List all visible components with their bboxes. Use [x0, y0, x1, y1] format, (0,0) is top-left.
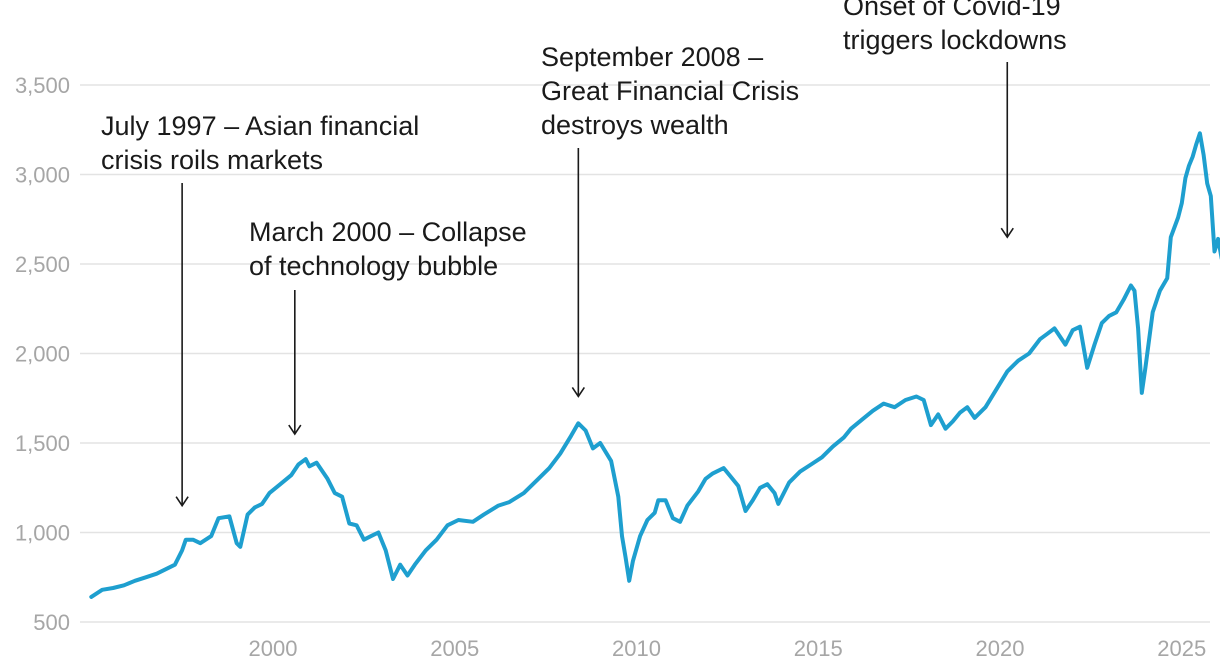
annotation-arrowhead [175, 496, 189, 508]
y-tick-label: 3,000 [15, 163, 70, 188]
series-line [89, 131, 1220, 599]
x-tick-label: 2025 [1157, 636, 1206, 661]
y-tick-label: 1,500 [15, 431, 70, 456]
y-tick-label: 1,000 [15, 521, 70, 546]
annotation-arrowhead [571, 387, 586, 398]
annotation-text: of technology bubble [249, 251, 498, 281]
annotation: July 1997 – Asian financial crisis roils … [101, 111, 419, 508]
y-tick-label: 2,000 [15, 342, 70, 367]
gridlines [80, 84, 1210, 623]
annotation-text: triggers lockdowns [843, 25, 1067, 55]
y-tick-label: 500 [33, 610, 70, 635]
annotation-text: crisis roils markets [101, 145, 323, 175]
x-axis-ticks: 2000 2005 2010 2015 2020 2025 [249, 636, 1207, 661]
series-area [89, 131, 1220, 599]
annotation-text: July 1997 – Asian financial [101, 111, 419, 141]
annotation-arrowhead [288, 424, 302, 436]
x-tick-label: 2005 [430, 636, 479, 661]
x-tick-label: 2020 [976, 636, 1025, 661]
annotation: September 2008 – Great Financial Crisis de… [541, 42, 799, 398]
y-tick-label: 2,500 [15, 252, 70, 277]
annotation-text: September 2008 – [541, 42, 763, 72]
x-tick-label: 2015 [794, 636, 843, 661]
annotation-text: Onset of Covid-19 [843, 0, 1061, 21]
annotation: March 2000 – Collapse of technology bubbl… [249, 217, 527, 436]
y-axis-ticks: 500 1,000 1,500 2,000 2,500 3,000 3,500 [15, 73, 70, 635]
x-tick-label: 2010 [612, 636, 661, 661]
annotation: Onset of Covid-19 triggers lockdowns [843, 0, 1067, 239]
annotation-text: March 2000 – Collapse [249, 217, 527, 247]
annotations: July 1997 – Asian financial crisis roils … [101, 0, 1067, 508]
annotation-text: Great Financial Crisis [541, 76, 799, 106]
annotation-text: destroys wealth [541, 110, 729, 140]
y-tick-label: 3,500 [15, 73, 70, 98]
x-tick-label: 2000 [249, 636, 298, 661]
annotation-arrowhead [1000, 227, 1014, 239]
